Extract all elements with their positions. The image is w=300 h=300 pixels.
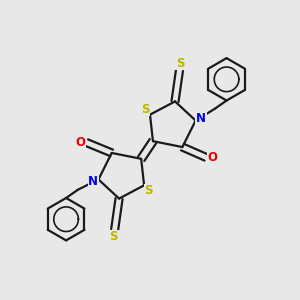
Text: S: S (144, 184, 153, 197)
Text: O: O (207, 152, 218, 164)
Text: N: N (196, 112, 206, 125)
Text: S: S (141, 103, 150, 116)
Text: O: O (75, 136, 85, 148)
Text: S: S (110, 230, 118, 243)
Text: S: S (176, 57, 184, 70)
Text: N: N (88, 175, 98, 188)
